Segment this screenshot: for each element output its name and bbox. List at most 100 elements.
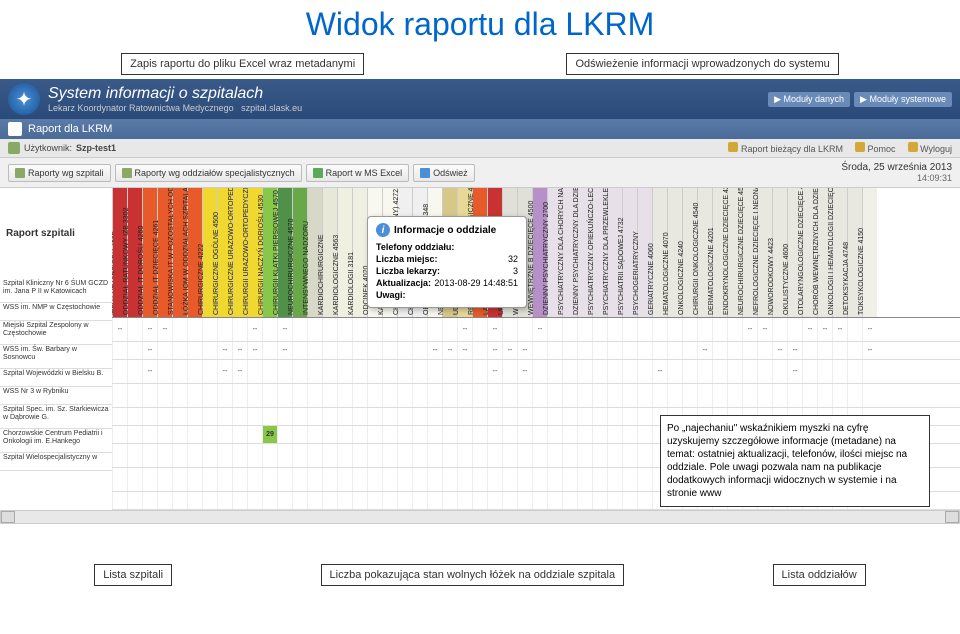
cell[interactable] [742, 384, 757, 407]
cell[interactable] [337, 444, 352, 467]
cell[interactable] [727, 384, 742, 407]
cell[interactable] [277, 444, 292, 467]
cell[interactable] [232, 492, 247, 509]
cell[interactable] [157, 360, 172, 383]
cell[interactable]: -- [652, 360, 667, 383]
cell[interactable] [307, 468, 322, 491]
cell[interactable] [352, 360, 367, 383]
cell[interactable] [382, 468, 397, 491]
cell[interactable] [412, 342, 427, 359]
cell[interactable] [622, 492, 637, 509]
cell[interactable]: -- [457, 342, 472, 359]
cell[interactable] [172, 468, 187, 491]
cell[interactable] [307, 444, 322, 467]
cell[interactable] [532, 444, 547, 467]
cell[interactable]: -- [517, 360, 532, 383]
cell[interactable] [202, 426, 217, 443]
cell[interactable] [322, 408, 337, 425]
cell[interactable] [502, 444, 517, 467]
cell[interactable] [202, 342, 217, 359]
cell[interactable] [547, 342, 562, 359]
cell[interactable] [637, 318, 652, 341]
cell[interactable] [592, 426, 607, 443]
cell[interactable] [637, 426, 652, 443]
cell[interactable]: -- [832, 318, 847, 341]
cell[interactable] [367, 468, 382, 491]
cell[interactable]: -- [502, 342, 517, 359]
cell[interactable] [457, 360, 472, 383]
cell[interactable] [622, 426, 637, 443]
cell[interactable] [742, 342, 757, 359]
cell[interactable] [772, 360, 787, 383]
cell[interactable] [442, 468, 457, 491]
cell[interactable] [637, 342, 652, 359]
cell[interactable]: 29 [262, 426, 277, 443]
cell[interactable] [607, 426, 622, 443]
cell[interactable] [307, 342, 322, 359]
cell[interactable] [397, 342, 412, 359]
cell[interactable] [397, 468, 412, 491]
cell[interactable] [427, 426, 442, 443]
cell[interactable] [187, 342, 202, 359]
hospital-name[interactable]: Szpital Spec. im. Sz. Starkiewicza w Dąb… [0, 405, 112, 429]
cell[interactable] [607, 444, 622, 467]
cell[interactable] [112, 468, 127, 491]
cell[interactable] [412, 492, 427, 509]
cell[interactable] [442, 360, 457, 383]
cell[interactable] [187, 360, 202, 383]
cell[interactable] [322, 426, 337, 443]
cell[interactable] [802, 342, 817, 359]
cell[interactable] [397, 426, 412, 443]
cell[interactable]: -- [142, 360, 157, 383]
cell[interactable] [292, 384, 307, 407]
cell[interactable] [322, 492, 337, 509]
cell[interactable] [277, 408, 292, 425]
cell[interactable] [577, 468, 592, 491]
cell[interactable] [382, 426, 397, 443]
cell[interactable] [172, 444, 187, 467]
cell[interactable] [427, 492, 442, 509]
cell[interactable] [682, 342, 697, 359]
cell[interactable] [547, 444, 562, 467]
cell[interactable] [697, 384, 712, 407]
cell[interactable]: -- [757, 318, 772, 341]
cell[interactable] [712, 318, 727, 341]
cell[interactable] [397, 384, 412, 407]
cell[interactable] [292, 426, 307, 443]
hospital-name[interactable]: WSS im. NMP w Częstochowie [0, 303, 112, 321]
cell[interactable] [217, 492, 232, 509]
cell[interactable] [787, 318, 802, 341]
cell[interactable] [262, 468, 277, 491]
cell[interactable] [277, 384, 292, 407]
cell[interactable] [397, 360, 412, 383]
cell[interactable] [142, 444, 157, 467]
cell[interactable] [637, 360, 652, 383]
cell[interactable] [562, 492, 577, 509]
cell[interactable] [772, 384, 787, 407]
cell[interactable] [187, 468, 202, 491]
cell[interactable] [682, 384, 697, 407]
cell[interactable] [652, 318, 667, 341]
cell[interactable] [337, 492, 352, 509]
cell[interactable] [172, 318, 187, 341]
cell[interactable] [712, 342, 727, 359]
cell[interactable] [127, 468, 142, 491]
cell[interactable] [277, 492, 292, 509]
cell[interactable] [607, 468, 622, 491]
cell[interactable] [367, 342, 382, 359]
cell[interactable]: -- [442, 342, 457, 359]
cell[interactable] [532, 468, 547, 491]
cell[interactable] [172, 426, 187, 443]
cell[interactable] [577, 318, 592, 341]
hospital-name[interactable]: Szpital Wojewódzki w Bielsku B. [0, 369, 112, 387]
cell[interactable] [367, 492, 382, 509]
hospital-name[interactable]: Szpital Wielospecjalistyczny w [0, 453, 112, 471]
cell[interactable] [142, 408, 157, 425]
cell[interactable] [307, 492, 322, 509]
cell[interactable] [397, 444, 412, 467]
cell[interactable] [847, 318, 862, 341]
cell[interactable]: -- [457, 318, 472, 341]
cell[interactable] [427, 468, 442, 491]
cell[interactable] [202, 408, 217, 425]
cell[interactable] [232, 318, 247, 341]
